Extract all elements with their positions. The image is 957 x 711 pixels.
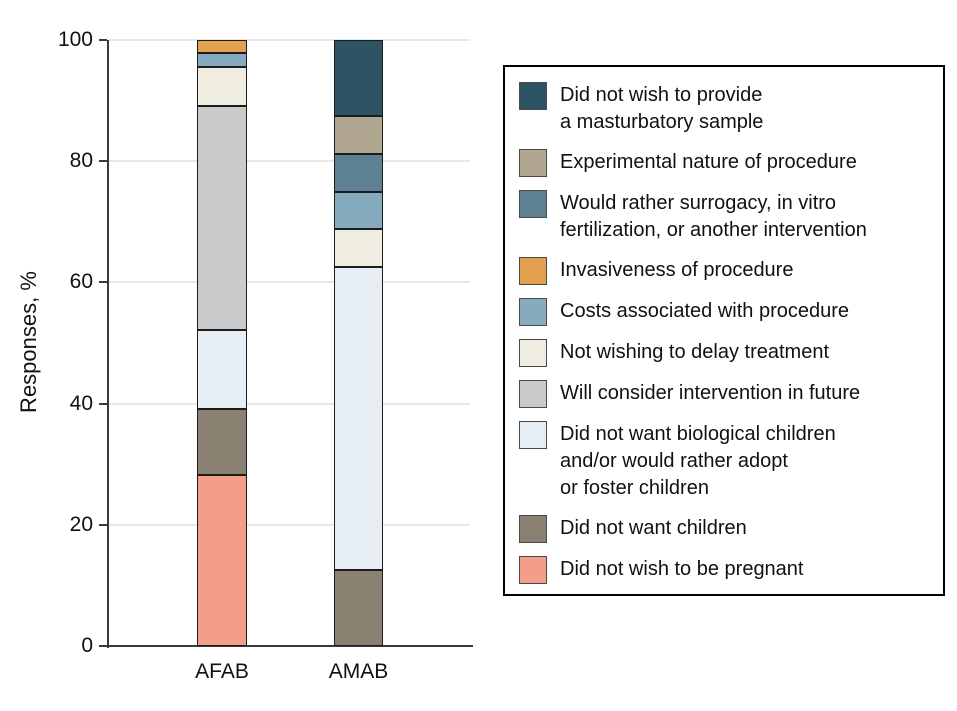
y-tick-100 [99, 39, 107, 41]
y-tick-0 [99, 645, 107, 647]
legend-swatch [519, 339, 547, 367]
bar-segment [197, 409, 247, 476]
bar-segment [334, 115, 383, 154]
bar-segment [197, 66, 247, 107]
bar-segment [334, 267, 383, 571]
y-tick-60 [99, 281, 107, 284]
legend-swatch [519, 515, 547, 543]
bar-segment [334, 229, 383, 268]
gridline-40 [109, 402, 470, 405]
gridline-80 [109, 160, 470, 163]
y-tick-label-0: 0 [81, 634, 93, 657]
bar-segment [334, 570, 383, 646]
bar-segment [334, 153, 383, 192]
legend-label: Invasiveness of procedure [560, 259, 794, 281]
x-label-amab: AMAB [328, 660, 389, 683]
legend-item: Will consider intervention in future [519, 380, 939, 408]
legend-label: Costs associated with procedure [560, 300, 850, 322]
legend-item: Did not wish to provide a masturbatory s… [519, 82, 939, 136]
legend-label: Experimental nature of procedure [560, 151, 857, 173]
legend-label: Did not want children [560, 517, 747, 539]
y-axis-title: Responses, % [16, 271, 41, 413]
bar-segment [334, 191, 383, 230]
legend-item: Costs associated with procedure [519, 298, 939, 326]
x-axis-line [109, 645, 473, 647]
legend-item: Experimental nature of procedure [519, 149, 939, 177]
legend-swatch [519, 421, 547, 449]
y-tick-label-100: 100 [57, 28, 93, 51]
legend-label: Did not wish to provide a masturbatory s… [560, 84, 764, 133]
legend-label: Did not wish to be pregnant [560, 558, 804, 580]
bar-segment [197, 53, 247, 67]
legend-swatch [519, 380, 547, 408]
legend-swatch [519, 82, 547, 110]
legend-box: Did not wish to provide a masturbatory s… [503, 65, 945, 596]
gridline-100 [109, 39, 470, 41]
legend-label: Did not want biological children and/or … [560, 423, 836, 499]
y-tick-label-20: 20 [69, 512, 93, 536]
legend-item: Invasiveness of procedure [519, 257, 939, 285]
y-tick-label-60: 60 [69, 270, 93, 294]
y-tick-40 [99, 402, 107, 405]
legend-swatch [519, 257, 547, 285]
bar-segment [334, 40, 383, 116]
bar-segment [197, 40, 247, 54]
y-tick-label-40: 40 [69, 391, 93, 415]
y-tick-20 [99, 523, 107, 526]
bar-amab [334, 40, 383, 646]
legend-swatch [519, 190, 547, 218]
y-tick-80 [99, 160, 107, 163]
legend-swatch [519, 298, 547, 326]
gridline-20 [109, 523, 470, 526]
bar-segment [197, 475, 247, 646]
y-tick-label-80: 80 [69, 149, 93, 173]
legend-item: Not wishing to delay treatment [519, 339, 939, 367]
legend-label: Not wishing to delay treatment [560, 341, 830, 363]
legend-item: Did not want children [519, 515, 939, 543]
legend-swatch [519, 149, 547, 177]
legend-label: Will consider intervention in future [560, 382, 861, 404]
y-axis-line [107, 40, 109, 648]
bar-segment [197, 106, 247, 331]
legend-item: Would rather surrogacy, in vitro fertili… [519, 190, 939, 244]
x-label-afab: AFAB [195, 660, 249, 683]
legend-item: Did not wish to be pregnant [519, 556, 939, 584]
legend-item: Did not want biological children and/or … [519, 421, 939, 502]
legend-swatch [519, 556, 547, 584]
bar-afab [197, 40, 247, 646]
bar-segment [197, 330, 247, 410]
legend-label: Would rather surrogacy, in vitro fertili… [560, 192, 867, 241]
gridline-60 [109, 281, 470, 284]
